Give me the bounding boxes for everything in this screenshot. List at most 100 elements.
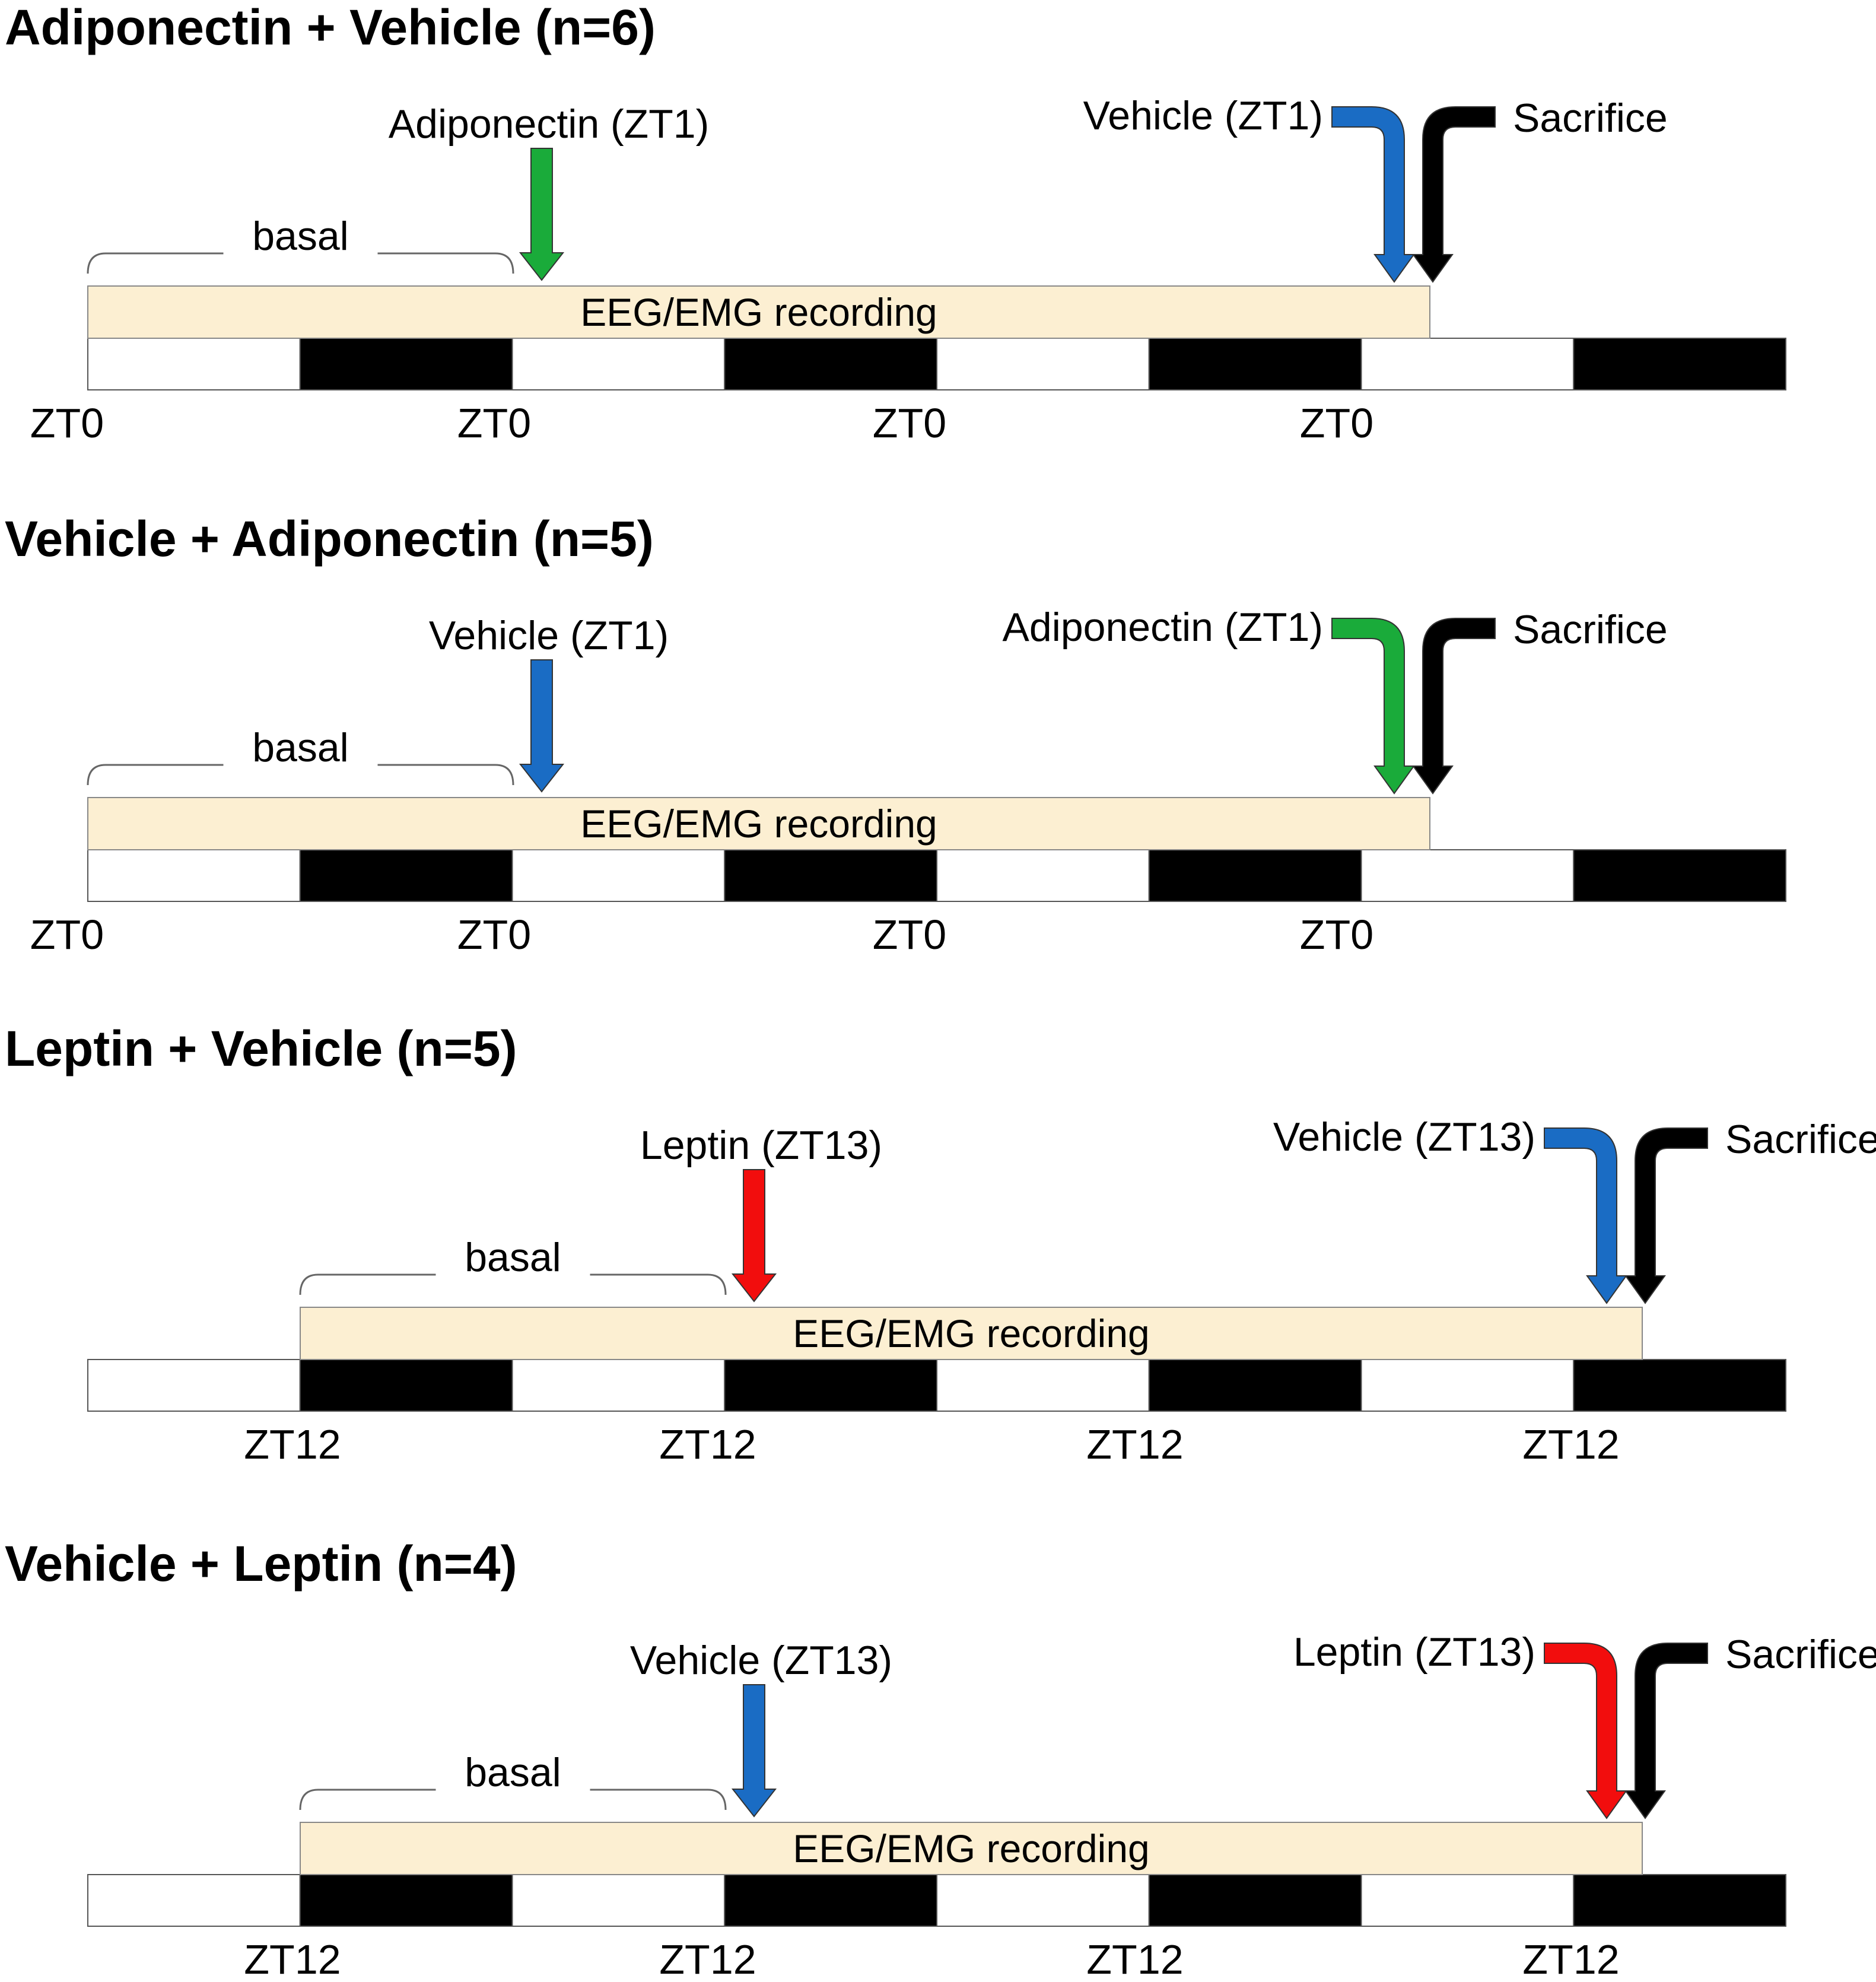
zt-tick-label: ZT12: [1522, 1421, 1619, 1468]
dark-phase-block: [1148, 1874, 1362, 1927]
zt-tick-label: ZT0: [457, 400, 531, 446]
dark-phase-block: [299, 1359, 513, 1412]
recording-bar: [87, 797, 1430, 850]
light-phase-block: [936, 1359, 1150, 1412]
recording-label: EEG/EMG recording: [580, 290, 937, 334]
zt-tick-label: ZT0: [873, 400, 946, 446]
basal-bracket-right: [590, 1273, 727, 1295]
first-injection-arrow: [731, 1169, 777, 1303]
basal-bracket-left: [87, 252, 224, 274]
recording-label: EEG/EMG recording: [580, 802, 937, 846]
basal-bracket-left: [299, 1789, 436, 1811]
sacrifice-label: Sacrifice: [1725, 1117, 1876, 1162]
second-injection-arrow: [1331, 106, 1415, 283]
panel-title: Leptin + Vehicle (n=5): [5, 1021, 517, 1076]
first-injection-label: Leptin (ZT13): [640, 1123, 882, 1168]
timeline-panel: Leptin + Vehicle (n=5) EEG/EMG recording b…: [5, 1021, 1876, 1468]
recording-bar: [87, 285, 1430, 339]
dark-phase-block: [1573, 849, 1786, 902]
first-injection-label: Vehicle (ZT1): [429, 613, 669, 658]
zt-tick-label: ZT0: [30, 911, 104, 958]
light-phase-block: [936, 338, 1150, 390]
light-phase-block: [511, 1359, 726, 1412]
basal-bracket-left: [87, 764, 224, 786]
dark-phase-block: [1573, 1359, 1786, 1412]
recording-bar: [300, 1822, 1643, 1875]
zt-tick-label: ZT0: [457, 911, 531, 958]
light-dark-bar: [87, 1359, 1786, 1412]
zt-tick-label: ZT12: [1522, 1936, 1619, 1982]
basal-bracket-right: [377, 252, 514, 274]
light-phase-block: [1360, 849, 1575, 902]
first-injection-arrow: [731, 1684, 777, 1818]
light-phase-block: [936, 1874, 1150, 1927]
dark-phase-block: [1148, 849, 1362, 902]
timeline-panel: Adiponectin + Vehicle (n=6) EEG/EMG recor…: [5, 0, 1786, 446]
zt-tick-label: ZT12: [1086, 1421, 1183, 1468]
first-injection-arrow: [519, 148, 565, 281]
second-injection-label: Vehicle (ZT1): [1083, 93, 1323, 138]
basal-bracket-left: [299, 1273, 436, 1295]
sacrifice-arrow: [1412, 106, 1496, 283]
light-dark-bar: [87, 1874, 1786, 1927]
light-dark-bar: [87, 849, 1786, 902]
basal-bracket-right: [590, 1789, 727, 1811]
panel-title: Vehicle + Leptin (n=4): [5, 1536, 517, 1592]
timeline-panel: Vehicle + Adiponectin (n=5) EEG/EMG recor…: [5, 511, 1786, 958]
dark-phase-block: [299, 1874, 513, 1927]
zt-tick-label: ZT0: [873, 911, 946, 958]
zt-tick-label: ZT12: [244, 1421, 341, 1468]
light-dark-bar: [87, 338, 1786, 390]
zt-tick-label: ZT12: [1086, 1936, 1183, 1982]
dark-phase-block: [1148, 1359, 1362, 1412]
second-injection-label: Leptin (ZT13): [1293, 1630, 1535, 1675]
first-injection-arrow: [519, 659, 565, 793]
basal-label: basal: [252, 725, 349, 770]
first-injection-label: Vehicle (ZT13): [630, 1638, 892, 1683]
light-phase-block: [87, 338, 301, 390]
recording-label: EEG/EMG recording: [793, 1311, 1150, 1355]
first-injection-label: Adiponectin (ZT1): [389, 101, 709, 147]
zt-tick-label: ZT12: [659, 1936, 756, 1982]
sacrifice-arrow: [1412, 618, 1496, 795]
panel-title: Adiponectin + Vehicle (n=6): [5, 0, 656, 55]
sacrifice-arrow: [1624, 1643, 1708, 1819]
dark-phase-block: [1148, 338, 1362, 390]
light-phase-block: [87, 1359, 301, 1412]
zt-tick-label: ZT12: [244, 1936, 341, 1982]
sacrifice-label: Sacrifice: [1513, 607, 1668, 652]
second-injection-label: Vehicle (ZT13): [1273, 1114, 1535, 1160]
dark-phase-block: [1573, 338, 1786, 390]
dark-phase-block: [724, 1874, 937, 1927]
light-phase-block: [936, 849, 1150, 902]
light-phase-block: [1360, 1874, 1575, 1927]
recording-label: EEG/EMG recording: [793, 1827, 1150, 1870]
panel-title: Vehicle + Adiponectin (n=5): [5, 511, 654, 567]
basal-bracket-right: [377, 764, 514, 786]
light-phase-block: [511, 338, 726, 390]
zt-tick-label: ZT0: [30, 400, 104, 446]
basal-label: basal: [465, 1750, 561, 1795]
light-phase-block: [87, 849, 301, 902]
light-phase-block: [511, 849, 726, 902]
zt-tick-label: ZT12: [659, 1421, 756, 1468]
second-injection-arrow: [1544, 1643, 1627, 1819]
dark-phase-block: [299, 338, 513, 390]
zt-tick-label: ZT0: [1300, 400, 1373, 446]
zt-tick-label: ZT0: [1300, 911, 1373, 958]
light-phase-block: [511, 1874, 726, 1927]
light-phase-block: [87, 1874, 301, 1927]
sacrifice-label: Sacrifice: [1513, 96, 1668, 141]
light-phase-block: [1360, 1359, 1575, 1412]
basal-label: basal: [465, 1235, 561, 1280]
second-injection-label: Adiponectin (ZT1): [1003, 605, 1323, 650]
second-injection-arrow: [1544, 1127, 1627, 1304]
timeline-panel: Vehicle + Leptin (n=4) EEG/EMG recording b…: [5, 1536, 1876, 1982]
dark-phase-block: [724, 1359, 937, 1412]
sacrifice-arrow: [1624, 1127, 1708, 1304]
second-injection-arrow: [1331, 618, 1415, 795]
sacrifice-label: Sacrifice: [1725, 1632, 1876, 1677]
light-phase-block: [1360, 338, 1575, 390]
basal-label: basal: [252, 214, 349, 259]
